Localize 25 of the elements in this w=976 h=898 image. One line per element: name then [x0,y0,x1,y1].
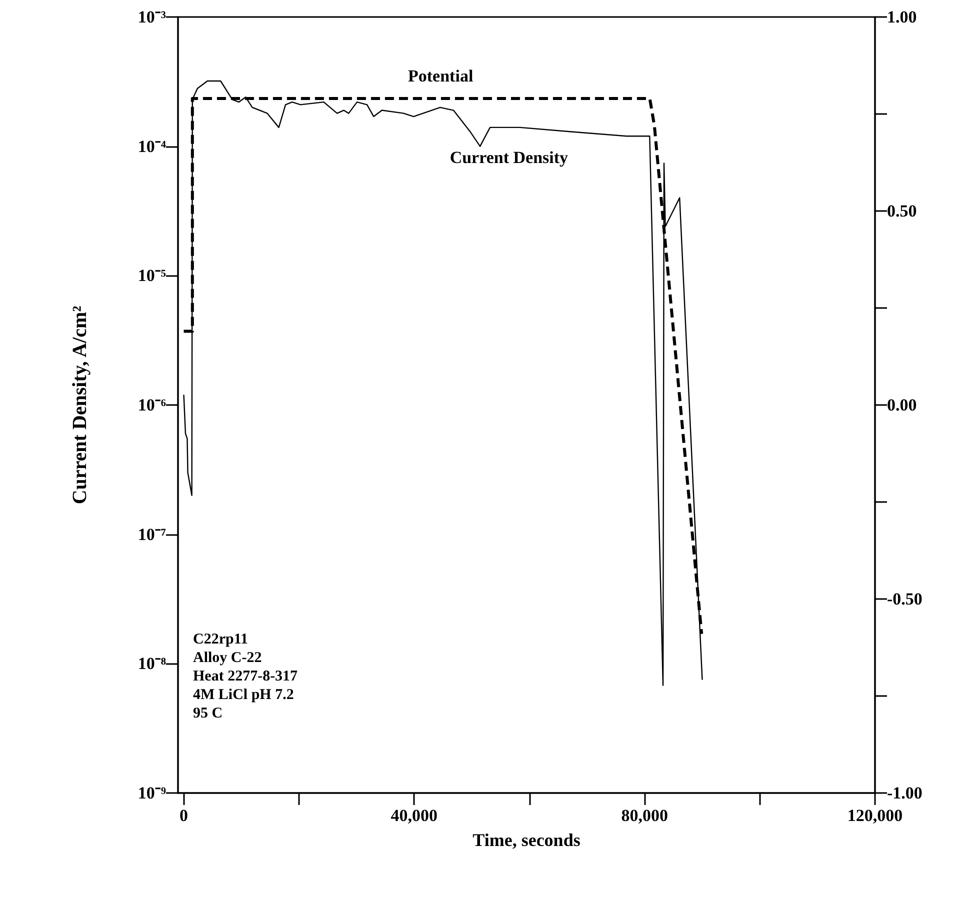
y-tick-label: 10⁻⁴ [138,136,166,156]
annotation: 4M LiCl pH 7.2 [193,687,294,703]
y2-tick-label: 0.50 [887,202,917,220]
annotation: Alloy C-22 [193,650,262,666]
series-label: Potential [408,66,474,86]
y-tick-label: 10⁻⁷ [138,524,166,544]
y-tick-label: 10⁻⁶ [138,396,166,414]
x-tick-label: 0 [180,806,188,825]
y2-tick-label: -1.00 [887,784,922,802]
series-label: Current Density [450,148,569,167]
y2-tick-label: -0.50 [887,590,922,608]
y-tick-label: 10⁻⁸ [138,654,166,674]
y-tick-label: 10⁻³ [138,8,166,26]
x-tick-label: 120,000 [847,806,903,825]
x-tick-label: 40,000 [390,806,438,825]
y-tick-label: 10⁻⁵ [138,266,166,286]
y-tick-label: 10⁻⁹ [138,784,166,802]
y-axis-title: Current Density, A/cm² [69,306,91,504]
x-tick-label: 80,000 [621,806,668,825]
x-axis-title: Time, seconds [472,830,580,850]
y2-tick-label: 1.00 [887,8,917,26]
annotation: Heat 2277-8-317 [193,668,298,684]
annotation: 95 C [193,706,223,722]
annotation: C22rp11 [193,632,248,648]
y2-tick-label: 0.00 [887,396,917,414]
